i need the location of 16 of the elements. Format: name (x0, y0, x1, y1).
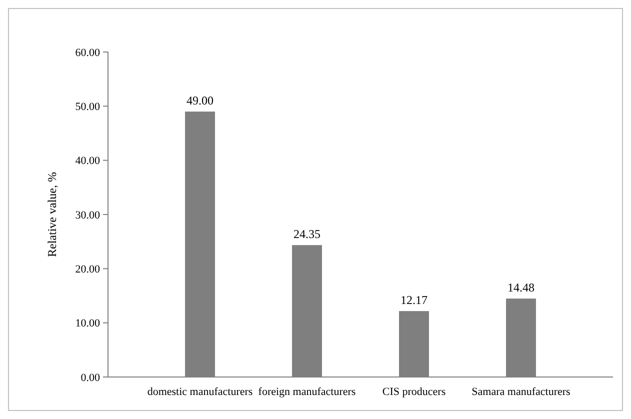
data-label: 12.17 (400, 293, 428, 308)
x-tick-label: CIS producers (382, 386, 446, 398)
x-tick-label: Samara manufacturers (472, 386, 570, 398)
x-tick-label: domestic manufacturers (147, 386, 253, 398)
data-label: 24.35 (294, 227, 321, 242)
y-tick-label: 10.00 (75, 318, 100, 330)
y-tick-label: 60.00 (75, 46, 100, 59)
x-tick-label: foreign manufacturers (258, 386, 356, 398)
y-axis-title: Relative value, % (45, 172, 59, 257)
y-tick-label: 40.00 (75, 155, 100, 168)
y-tick-label: 30.00 (75, 209, 100, 222)
y-tick-label: 20.00 (75, 264, 100, 276)
y-tick-label: 0.00 (80, 372, 100, 384)
data-label: 14.48 (507, 280, 534, 295)
y-tick-label: 50.00 (75, 101, 100, 114)
data-label: 49.00 (186, 94, 214, 108)
